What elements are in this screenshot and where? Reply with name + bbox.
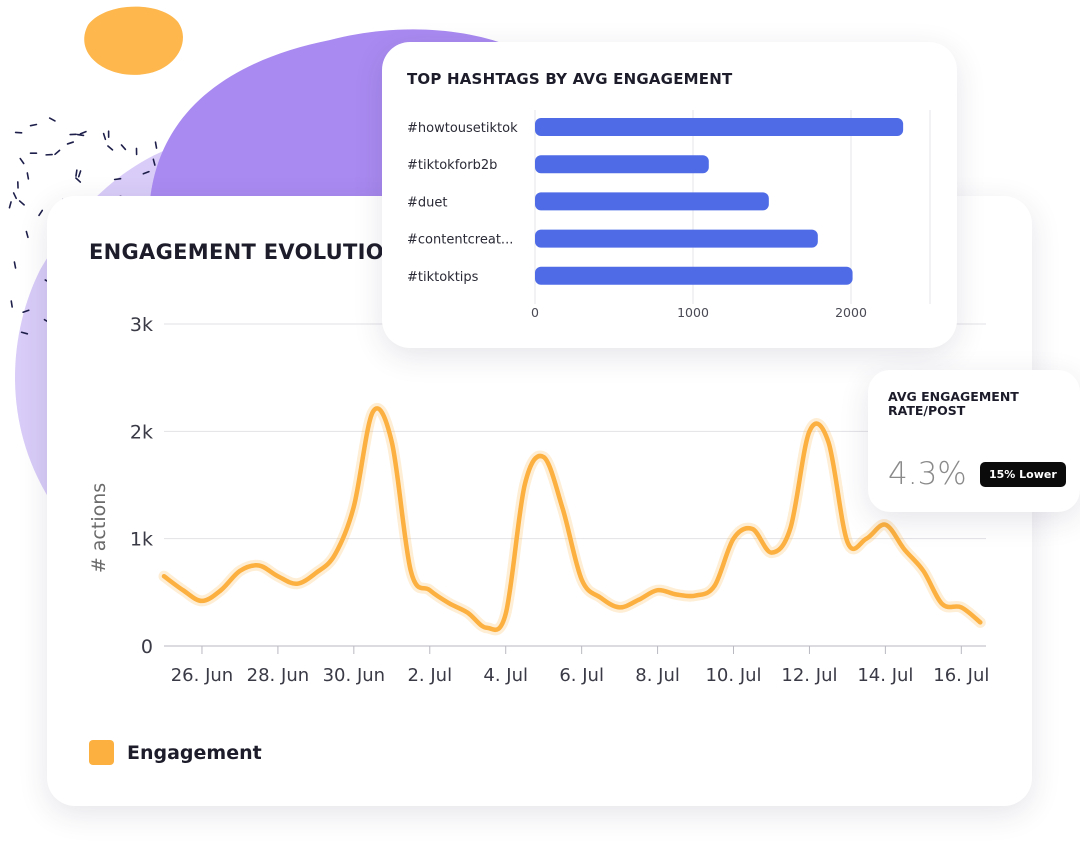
dash-mark [20,331,29,335]
y-tick-label: 1k [130,529,153,551]
dash-mark [142,170,150,175]
dash-mark [66,141,75,145]
x-tick-label: 8. Jul [635,665,680,686]
legend-label: Engagement [127,741,262,764]
orange-blob [84,6,183,75]
dash-mark [154,141,158,149]
dash-mark [76,133,85,137]
dash-mark [10,300,13,308]
x-tick-label: 10. Jul [705,665,761,686]
dash-mark [26,172,30,180]
dash-mark [22,309,30,314]
x-tick-label: 2. Jul [407,665,452,686]
dash-mark [113,177,122,181]
legend-swatch [89,740,114,765]
dash-mark [107,145,114,151]
engagement-series-line [161,406,983,633]
x-tick-label: 4. Jul [483,665,528,686]
comparison-badge: 15% Lower [980,462,1066,487]
x-tick-label: 6. Jul [559,665,604,686]
engagement-evolution-title: ENGAGEMENT EVOLUTION [89,240,402,264]
hashtag-bar [535,118,904,136]
hashtag-bar [535,192,769,211]
avg-engagement-rate-value: 4.3% [888,456,967,492]
y-tick-label: 3k [130,314,153,336]
avg-engagement-rate-card: AVG ENGAGEMENT RATE/POST 4.3% 15% Lower [868,370,1080,512]
dash-mark [54,149,61,156]
y-tick-label: 2k [130,421,153,443]
dash-mark [18,200,25,206]
dash-mark [77,170,82,178]
avg-engagement-rate-title: AVG ENGAGEMENT RATE/POST [888,389,1019,418]
dash-mark [120,144,127,151]
hashtag-bar [535,155,709,174]
hashtag-label: #tiktokforb2b [407,158,497,173]
engagement-line-chart: 0 1k 2k 3k 26. Jun 28. Jun 30. Jun 2. Jul 4. Ju… [88,314,989,686]
hashtag-label: #howtousetiktok [407,121,518,136]
hashtag-bar [535,266,853,285]
engagement-line-glow [158,402,986,636]
dash-mark [38,209,44,217]
hashtag-label: #duet [407,195,447,210]
dash-mark [13,261,17,269]
x-tick-label: 26. Jun [171,665,233,686]
y-axis-label: # actions [88,483,110,573]
hashtag-bar-chart: #howtousetiktok #tiktokforb2b #duet #conten… [407,110,931,320]
dash-mark [102,132,107,141]
hashtag-label: #contentcreat... [407,233,513,248]
x-tick-label: 1000 [677,305,709,320]
hashtag-bar [535,229,818,248]
chart-legend: Engagement [89,740,262,765]
x-tick-label: 16. Jul [933,665,989,686]
x-tick-label: 14. Jul [857,665,913,686]
dash-mark [48,117,56,122]
dash-mark [75,177,82,183]
dash-mark [75,169,78,177]
x-tick-label: 0 [531,305,539,320]
dash-mark [25,230,29,239]
dash-mark [8,201,12,209]
hashtag-label: #tiktoktips [407,270,479,285]
top-hashtags-card: TOP HASHTAGS BY AVG ENGAGEMENT #howtouse… [382,42,957,348]
dash-mark [12,192,18,200]
dash-mark [79,130,87,135]
x-tick-label: 2000 [835,305,867,320]
top-hashtags-title: TOP HASHTAGS BY AVG ENGAGEMENT [407,70,733,88]
x-tick-label: 30. Jun [323,665,385,686]
dash-mark [152,158,156,166]
dash-mark [19,157,25,165]
y-tick-label: 0 [141,636,153,658]
x-tick-label: 12. Jul [781,665,837,686]
dash-mark [29,123,38,127]
x-tick-label: 28. Jun [247,665,309,686]
